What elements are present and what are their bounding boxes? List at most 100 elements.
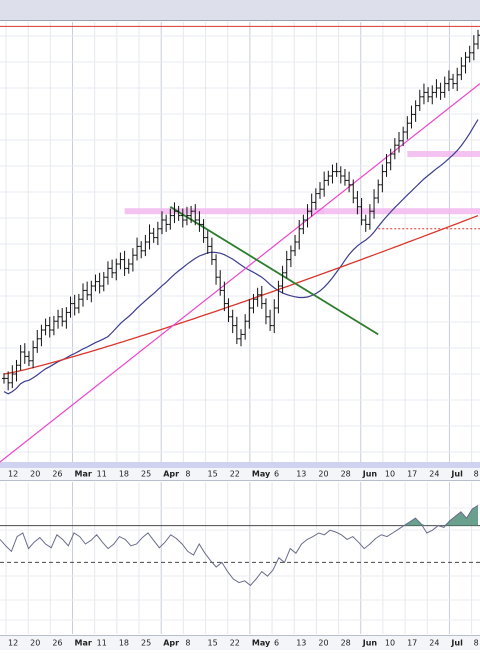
price-bar [205, 230, 210, 254]
x-tick-label: 20 [30, 470, 40, 479]
x-tick-label: Jun [362, 470, 378, 479]
price-bar [189, 205, 194, 224]
price-bar [434, 79, 439, 98]
price-bar [10, 365, 15, 389]
price-bar [26, 351, 31, 367]
price-bar [14, 359, 19, 382]
x-tick-label: May [252, 639, 271, 648]
x-tick-label: 8 [474, 639, 479, 648]
x-tick-label: 25 [141, 470, 151, 479]
price-bar [413, 100, 418, 122]
x-axis-band [0, 462, 480, 468]
price-bar [397, 132, 401, 153]
price-bar [384, 154, 389, 177]
price-bar [214, 254, 219, 285]
x-tick-label: 18 [119, 639, 129, 648]
price-bar [114, 258, 119, 281]
price-bar [230, 309, 235, 334]
price-bar [168, 208, 173, 230]
x-tick-label: 20 [318, 639, 328, 648]
price-bar [372, 189, 377, 219]
price-bar [151, 227, 156, 243]
price-bar [68, 296, 73, 318]
price-bar [18, 344, 23, 371]
price-bar [239, 329, 243, 347]
top-strip [0, 0, 480, 20]
oscillator-line [0, 504, 479, 587]
price-bar [60, 308, 65, 327]
price-bar [56, 309, 61, 329]
price-bar [309, 193, 314, 217]
price-bar [2, 373, 6, 384]
x-tick-label: 12 [8, 470, 18, 479]
price-bar [6, 371, 11, 391]
x-tick-label: 11 [97, 470, 107, 479]
price-bar [268, 309, 273, 331]
price-bar [259, 286, 264, 309]
price-panel [0, 21, 480, 463]
price-bar [455, 67, 460, 92]
x-tick-label: 26 [52, 470, 62, 479]
price-bar [255, 287, 260, 307]
price-bar [135, 237, 140, 261]
price-bar [176, 205, 181, 221]
price-bar [76, 293, 81, 314]
price-bar [130, 248, 135, 272]
price-bar [180, 208, 185, 228]
price-bar [421, 83, 426, 105]
price-bar [297, 220, 302, 250]
price-bar [172, 202, 177, 224]
price-bar [64, 307, 69, 329]
price-bar [376, 179, 381, 204]
price-bar [251, 293, 256, 314]
uptrend-line [0, 83, 480, 463]
x-tick-label: 24 [429, 470, 439, 479]
price-bar [31, 340, 36, 369]
price-bar [51, 315, 56, 336]
price-bar [451, 73, 456, 89]
price-bar [442, 76, 447, 98]
price-bar [342, 168, 347, 186]
price-bar [430, 85, 435, 105]
price-bar [226, 298, 231, 323]
x-axis-row-bottom [0, 636, 480, 650]
x-tick-label: 15 [208, 470, 218, 479]
price-bar [122, 250, 127, 276]
x-tick-label: 26 [52, 639, 62, 648]
price-bar [263, 298, 268, 325]
price-bar [272, 299, 277, 334]
price-bar [367, 204, 372, 230]
price-bar [234, 316, 239, 345]
price-bar [139, 241, 144, 259]
price-bar [363, 214, 368, 232]
x-tick-label: 8 [185, 470, 190, 479]
x-tick-label: 28 [341, 470, 351, 479]
price-bar [22, 343, 27, 364]
price-bar [118, 252, 123, 270]
price-bar [184, 206, 189, 226]
price-bar [351, 179, 356, 204]
x-tick-label: 6 [274, 639, 279, 648]
price-bar [467, 45, 472, 63]
oscillator-panel [0, 481, 480, 635]
price-bar [318, 182, 322, 199]
price-bar [155, 221, 160, 246]
x-tick-label: 20 [30, 639, 40, 648]
price-bar [47, 316, 52, 338]
price-bar [405, 116, 410, 140]
price-bar [89, 280, 94, 303]
price-bar [247, 299, 252, 329]
x-tick-label: 17 [407, 639, 417, 648]
price-bar [105, 261, 110, 285]
x-tick-label: 20 [318, 470, 328, 479]
price-bar [347, 171, 352, 193]
x-tick-label: May [252, 470, 271, 479]
x-tick-label: Jul [450, 639, 463, 648]
x-tick-label: 24 [429, 639, 439, 648]
price-bar [359, 198, 364, 226]
price-bar [164, 214, 169, 232]
price-bar [288, 245, 293, 268]
x-tick-label: 8 [474, 470, 479, 479]
